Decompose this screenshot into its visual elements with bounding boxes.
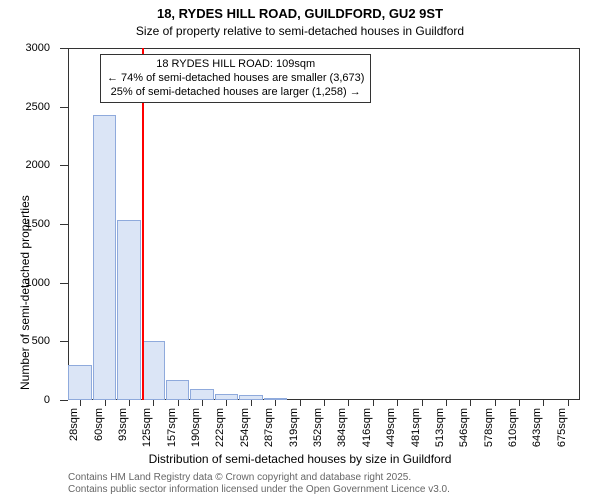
x-axis-label: Distribution of semi-detached houses by … <box>0 452 600 466</box>
x-tick-label: 60sqm <box>93 408 105 441</box>
y-tick-label: 3000 <box>26 42 50 54</box>
x-tick-label: 28sqm <box>68 408 80 441</box>
plot-border <box>68 48 580 49</box>
plot-border <box>579 48 580 400</box>
x-tick-label: 449sqm <box>385 408 397 447</box>
annotation-line: 18 RYDES HILL ROAD: 109sqm <box>107 58 364 72</box>
page-subtitle: Size of property relative to semi-detach… <box>0 24 600 38</box>
annotation-line: 25% of semi-detached houses are larger (… <box>107 86 364 100</box>
x-tick-label: 222sqm <box>214 408 226 447</box>
bar <box>190 389 213 400</box>
x-tick-label: 610sqm <box>507 408 519 447</box>
y-axis-line <box>68 48 69 400</box>
bar <box>117 220 140 400</box>
annotation-box: 18 RYDES HILL ROAD: 109sqm ← 74% of semi… <box>100 54 371 103</box>
x-tick-label: 352sqm <box>312 408 324 447</box>
footer: Contains HM Land Registry data © Crown c… <box>68 472 450 496</box>
x-tick-label: 546sqm <box>458 408 470 447</box>
y-tick-label: 500 <box>32 335 50 347</box>
bar <box>142 341 165 400</box>
bar <box>93 115 116 400</box>
x-tick-label: 675sqm <box>556 408 568 447</box>
y-tick-label: 0 <box>44 394 50 406</box>
page: 18, RYDES HILL ROAD, GUILDFORD, GU2 9ST … <box>0 0 600 500</box>
x-tick-label: 416sqm <box>361 408 373 447</box>
page-title: 18, RYDES HILL ROAD, GUILDFORD, GU2 9ST <box>0 6 600 21</box>
x-tick-label: 319sqm <box>288 408 300 447</box>
y-tick-label: 2500 <box>26 101 50 113</box>
y-tick-label: 2000 <box>26 159 50 171</box>
footer-line: Contains public sector information licen… <box>68 484 450 496</box>
x-tick-label: 287sqm <box>263 408 275 447</box>
bar <box>166 380 189 400</box>
x-tick-label: 190sqm <box>190 408 202 447</box>
chart-plot-area: 18 RYDES HILL ROAD: 109sqm ← 74% of semi… <box>68 48 580 400</box>
x-tick-label: 384sqm <box>336 408 348 447</box>
x-tick-label: 254sqm <box>239 408 251 447</box>
x-tick-label: 578sqm <box>483 408 495 447</box>
bar <box>68 365 91 400</box>
x-tick-label: 157sqm <box>166 408 178 447</box>
x-tick-label: 513sqm <box>434 408 446 447</box>
x-tick-label: 93sqm <box>117 408 129 441</box>
x-tick-label: 643sqm <box>531 408 543 447</box>
y-tick-label: 1000 <box>26 277 50 289</box>
x-tick-label: 125sqm <box>141 408 153 447</box>
y-tick-label: 1500 <box>26 218 50 230</box>
annotation-line: ← 74% of semi-detached houses are smalle… <box>107 72 364 86</box>
x-tick-label: 481sqm <box>410 408 422 447</box>
footer-line: Contains HM Land Registry data © Crown c… <box>68 472 450 484</box>
